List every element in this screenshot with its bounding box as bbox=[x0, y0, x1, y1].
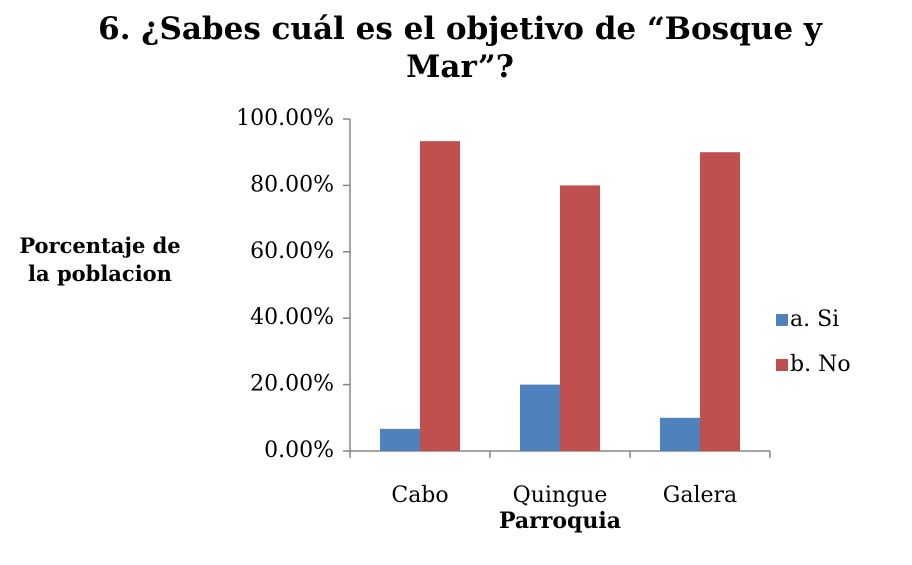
y-axis-label: Porcentaje de la poblacion bbox=[19, 233, 181, 286]
bar bbox=[520, 384, 560, 451]
chart-title-text: 6. ¿Sabes cuál es el objetivo de “Bosque… bbox=[98, 11, 822, 85]
x-tick-label: Cabo bbox=[391, 483, 448, 508]
y-tick-label: 20.00% bbox=[250, 372, 334, 397]
legend-swatch bbox=[776, 314, 788, 326]
y-tick-label: 60.00% bbox=[250, 239, 334, 264]
y-tick-label: 0.00% bbox=[264, 438, 334, 463]
y-tick-label: 40.00% bbox=[250, 305, 334, 330]
x-tick-label: Quingue bbox=[513, 483, 608, 508]
legend-label: a. Si bbox=[790, 307, 839, 332]
x-axis-label: Parroquia bbox=[499, 508, 621, 534]
chart-title: 6. ¿Sabes cuál es el objetivo de “Bosque… bbox=[60, 10, 860, 86]
legend-swatch bbox=[776, 359, 788, 371]
x-tick-label: Galera bbox=[663, 483, 737, 508]
bar bbox=[380, 428, 420, 451]
bar bbox=[700, 152, 740, 451]
bar bbox=[560, 185, 600, 451]
bar bbox=[660, 417, 700, 451]
bar bbox=[420, 141, 460, 451]
y-tick-label: 80.00% bbox=[250, 172, 334, 197]
y-tick-label: 100.00% bbox=[236, 106, 334, 131]
legend-label: b. No bbox=[790, 352, 851, 377]
